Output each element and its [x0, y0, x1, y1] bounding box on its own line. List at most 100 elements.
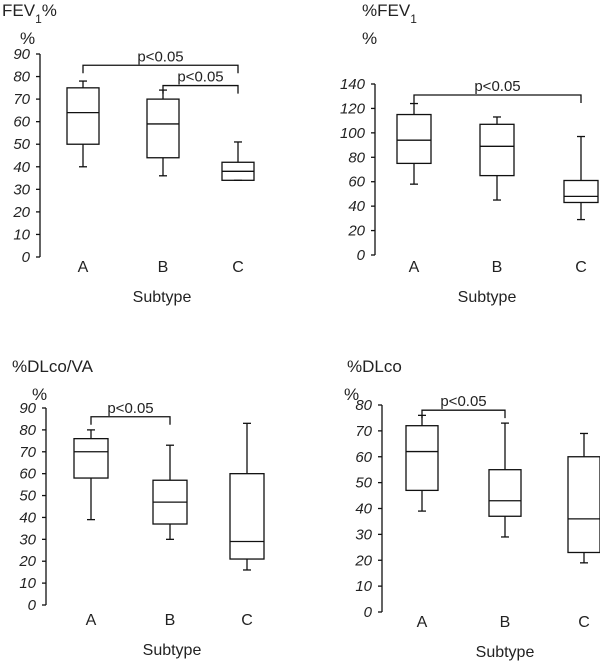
significance-label: p<0.05	[474, 78, 520, 95]
x-category-label: C	[241, 612, 253, 629]
box-iqr	[567, 456, 600, 554]
y-tick-label: 0	[22, 249, 31, 266]
y-tick-label: 20	[12, 204, 30, 221]
significance-bracket: p<0.05	[90, 400, 171, 425]
y-tick-label: 40	[348, 198, 365, 215]
y-tick-label: 100	[340, 125, 366, 142]
y-tick-label: 80	[348, 149, 365, 166]
box-C	[563, 135, 599, 221]
box-C	[229, 422, 265, 571]
box-iqr	[479, 123, 515, 177]
box-A	[396, 102, 432, 185]
y-tick-label: 40	[13, 159, 30, 176]
box-iqr	[146, 98, 180, 159]
chart-title-suffix: %	[42, 1, 57, 20]
y-tick-label: 40	[19, 509, 36, 526]
y-tick-label: 50	[19, 488, 36, 505]
y-tick-label: 10	[19, 575, 36, 592]
box-iqr	[66, 87, 100, 145]
significance-label: p<0.05	[440, 393, 486, 410]
y-tick-label: 10	[355, 578, 372, 595]
y-tick-label: 10	[13, 226, 30, 243]
y-axis-unit: %	[344, 385, 359, 404]
y-tick-label: 30	[19, 531, 36, 548]
chart-title-main: %DLco	[347, 357, 402, 376]
x-axis-title: Subtype	[476, 644, 535, 661]
y-tick-label: 140	[340, 76, 366, 93]
y-tick-label: 0	[364, 604, 373, 621]
x-category-label: A	[409, 259, 420, 276]
box-iqr	[488, 469, 522, 517]
y-tick-label: 60	[19, 466, 36, 483]
chart-title-main: FEV	[2, 1, 36, 20]
x-axis-title: Subtype	[143, 642, 202, 659]
y-tick-label: 80	[355, 397, 372, 414]
box-A	[66, 80, 100, 168]
box-B	[479, 116, 515, 201]
x-category-label: C	[575, 259, 587, 276]
y-tick-label: 20	[347, 223, 365, 240]
significance-label: p<0.05	[177, 69, 223, 86]
box-B	[146, 89, 180, 177]
significance-label: p<0.05	[107, 400, 153, 417]
y-tick-label: 30	[13, 181, 30, 198]
y-tick-label: 90	[19, 400, 36, 417]
box-iqr	[396, 113, 432, 165]
chart-title: FEV1%	[2, 1, 57, 26]
significance-bracket: p<0.05	[413, 78, 582, 103]
y-tick-label: 70	[13, 91, 30, 108]
box-A	[405, 414, 439, 512]
x-axis-title: Subtype	[133, 289, 192, 306]
box-iqr	[563, 179, 599, 204]
y-axis-unit: %	[32, 385, 47, 404]
significance-label: p<0.05	[137, 48, 183, 65]
chart-title: %DLco/VA	[12, 357, 94, 376]
chart-panel-4: %DLco% 0 10 20 30 40 50 60 70 80 A B C Subtype p<0.05	[344, 357, 600, 661]
x-category-label: B	[158, 259, 169, 276]
y-axis-unit: %	[20, 29, 35, 48]
bracket-line	[162, 84, 239, 94]
box-B	[152, 444, 188, 540]
box-iqr	[229, 473, 265, 560]
x-category-label: C	[578, 614, 590, 631]
y-tick-label: 0	[357, 247, 366, 264]
chart-title-main: %FEV	[362, 1, 411, 20]
chart-title-subscript: 1	[410, 12, 417, 26]
y-tick-label: 70	[355, 423, 372, 440]
x-category-label: A	[417, 614, 428, 631]
chart-title: %FEV1	[362, 1, 417, 26]
y-tick-label: 90	[13, 46, 30, 63]
bracket-line	[421, 409, 506, 419]
y-tick-label: 60	[355, 449, 372, 466]
x-category-label: B	[500, 614, 511, 631]
significance-bracket: p<0.05	[421, 393, 506, 419]
bracket-line	[413, 94, 582, 103]
y-tick-label: 50	[355, 475, 372, 492]
significance-bracket: p<0.05	[162, 69, 239, 94]
y-tick-label: 40	[355, 501, 372, 518]
chart-panel-1: FEV1%% 0 10 20 30 40 50 60 70 80 90 A B C Subtype p<0.0…	[2, 1, 255, 306]
chart-title-main: %DLco/VA	[12, 357, 94, 376]
significance-bracket: p<0.05	[82, 48, 239, 74]
chart-panel-3: %DLco/VA% 0 10 20 30 40 50 60 70 80 90 A B C Subtype p<…	[12, 357, 265, 659]
y-tick-label: 0	[28, 597, 37, 614]
box-iqr	[73, 437, 109, 479]
x-axis-title: Subtype	[458, 289, 517, 306]
x-category-label: A	[78, 259, 89, 276]
y-tick-label: 60	[13, 114, 30, 131]
box-C	[567, 432, 600, 564]
y-tick-label: 80	[19, 422, 36, 439]
bracket-line	[82, 64, 239, 74]
bracket-line	[90, 416, 171, 425]
x-category-label: C	[232, 259, 244, 276]
box-A	[73, 429, 109, 521]
y-tick-label: 20	[18, 553, 36, 570]
box-iqr	[405, 425, 439, 492]
y-tick-label: 70	[19, 444, 36, 461]
chart-panel-2: %FEV1% 0 20 40 60 80 100 120 140 A B C Subtype p<0.05	[340, 1, 599, 306]
y-tick-label: 30	[355, 526, 372, 543]
box-B	[488, 422, 522, 538]
chart-title-subscript: 1	[35, 12, 42, 26]
y-axis-unit: %	[362, 29, 377, 48]
